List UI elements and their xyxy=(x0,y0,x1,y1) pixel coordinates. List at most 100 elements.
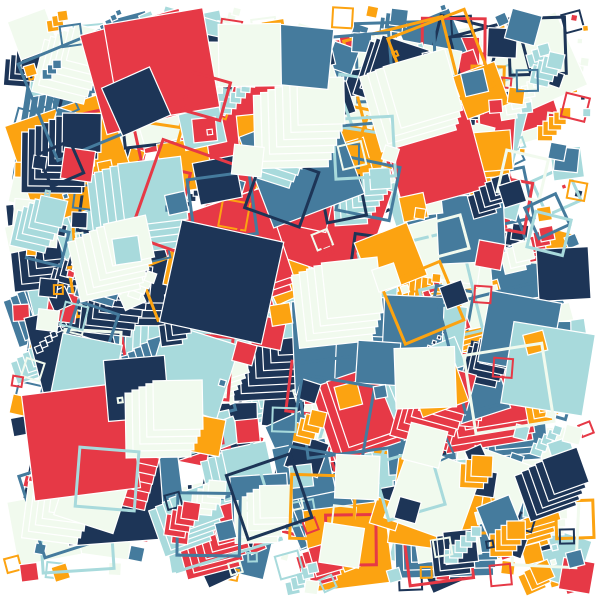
outline-square-light-teal xyxy=(247,551,258,563)
filled-square-red xyxy=(231,339,258,367)
filled-square-light-teal xyxy=(385,566,404,585)
filled-square-light-teal xyxy=(34,194,69,229)
filled-square-steel-blue xyxy=(163,190,190,217)
filled-square-off-white xyxy=(320,256,384,320)
filled-square-off-white xyxy=(393,345,458,410)
outline-square-off-white xyxy=(336,139,368,171)
outline-square-steel-blue xyxy=(58,22,84,49)
filled-square-off-white xyxy=(303,579,320,596)
filled-square-off-white xyxy=(576,37,584,45)
filled-square-orange xyxy=(520,541,545,567)
filled-square-light-teal xyxy=(305,561,320,575)
filled-square-light-teal xyxy=(500,320,597,417)
outline-square-light-teal xyxy=(73,445,141,513)
outline-square-off-white xyxy=(116,396,124,405)
outline-square-navy xyxy=(224,451,314,542)
filled-square-light-teal xyxy=(550,543,559,552)
filled-square-steel-blue xyxy=(217,378,228,388)
filled-square-light-teal xyxy=(368,166,393,191)
filled-square-light-teal xyxy=(581,107,592,118)
filled-square-steel-blue xyxy=(108,12,119,23)
filled-square-steel-blue xyxy=(127,544,146,563)
outline-square-navy xyxy=(163,490,184,512)
filled-square-orange xyxy=(56,9,70,23)
squares-layer xyxy=(2,3,597,597)
filled-square-off-white xyxy=(207,479,227,500)
filled-square-light-teal xyxy=(470,526,482,538)
filled-square-navy xyxy=(497,178,528,209)
filled-square-light-teal xyxy=(111,234,143,266)
filled-square-light-teal xyxy=(545,50,566,71)
filled-square-off-white xyxy=(382,47,464,129)
filled-square-off-white xyxy=(230,143,265,178)
filled-square-orange xyxy=(268,301,294,327)
outline-square-orange xyxy=(419,565,433,579)
filled-square-navy xyxy=(535,245,592,303)
outline-square-navy xyxy=(558,528,576,545)
outline-square-light-teal xyxy=(317,573,338,594)
filled-square-navy xyxy=(191,154,243,206)
outline-square-red xyxy=(488,562,513,588)
filled-square-red xyxy=(206,128,214,136)
outline-square-light-teal xyxy=(525,209,574,258)
outline-square-orange xyxy=(2,554,23,575)
filled-square-off-white xyxy=(561,423,585,446)
outline-square-light-teal xyxy=(270,406,298,434)
filled-square-orange xyxy=(364,4,380,20)
outline-square-steel-blue xyxy=(515,68,540,93)
filled-square-steel-blue xyxy=(493,11,511,28)
filled-square-off-white xyxy=(318,521,366,569)
filled-square-steel-blue xyxy=(213,518,238,543)
filled-square-orange xyxy=(506,520,527,541)
outline-square-orange xyxy=(217,197,252,232)
outline-square-orange xyxy=(330,6,355,30)
outline-square-light-teal xyxy=(43,189,52,197)
outline-square-navy xyxy=(484,539,495,550)
filled-square-off-white xyxy=(217,22,283,88)
outline-square-orange xyxy=(52,284,64,296)
filled-square-navy xyxy=(541,446,590,496)
filled-square-steel-blue xyxy=(564,548,586,570)
outline-square-red xyxy=(320,243,336,258)
outline-square-light-teal xyxy=(58,300,90,332)
filled-square-navy xyxy=(70,211,89,229)
filled-square-off-white xyxy=(549,558,558,567)
filled-square-off-white xyxy=(511,239,536,264)
filled-square-steel-blue xyxy=(372,383,389,400)
filled-square-red xyxy=(234,417,261,445)
filled-square-light-teal xyxy=(551,423,564,437)
outline-square-off-white xyxy=(226,559,245,577)
filled-square-red xyxy=(560,182,568,191)
outline-square-off-white xyxy=(431,536,454,559)
filled-square-steel-blue xyxy=(438,3,448,12)
outline-square-navy xyxy=(35,138,86,189)
filled-square-steel-blue xyxy=(547,141,568,162)
filled-square-navy xyxy=(431,339,438,346)
filled-square-orange xyxy=(307,408,328,429)
outline-square-red xyxy=(10,374,25,389)
filled-square-orange xyxy=(431,272,442,284)
filled-square-off-white xyxy=(401,421,449,469)
outline-square-orange xyxy=(390,49,400,59)
filled-square-red xyxy=(569,13,579,23)
filled-square-orange xyxy=(333,380,364,411)
filled-square-orange xyxy=(581,24,590,33)
outline-square-red xyxy=(180,70,233,123)
filled-square-navy xyxy=(44,334,54,344)
outline-square-light-teal xyxy=(273,549,305,581)
outline-square-off-white xyxy=(424,213,471,260)
filled-square-red xyxy=(11,303,31,322)
filled-square-off-white xyxy=(370,262,402,293)
filled-square-off-white xyxy=(380,144,401,164)
outline-square-off-white xyxy=(462,341,556,436)
filled-square-steel-blue xyxy=(114,8,124,18)
filled-square-steel-blue xyxy=(61,192,70,200)
filled-square-orange xyxy=(22,62,39,79)
filled-square-off-white xyxy=(399,283,411,295)
filled-square-orange xyxy=(470,454,494,478)
filled-square-red xyxy=(191,116,219,144)
filled-square-navy xyxy=(158,219,285,345)
filled-square-off-white xyxy=(258,484,294,519)
filled-square-steel-blue xyxy=(503,7,543,47)
